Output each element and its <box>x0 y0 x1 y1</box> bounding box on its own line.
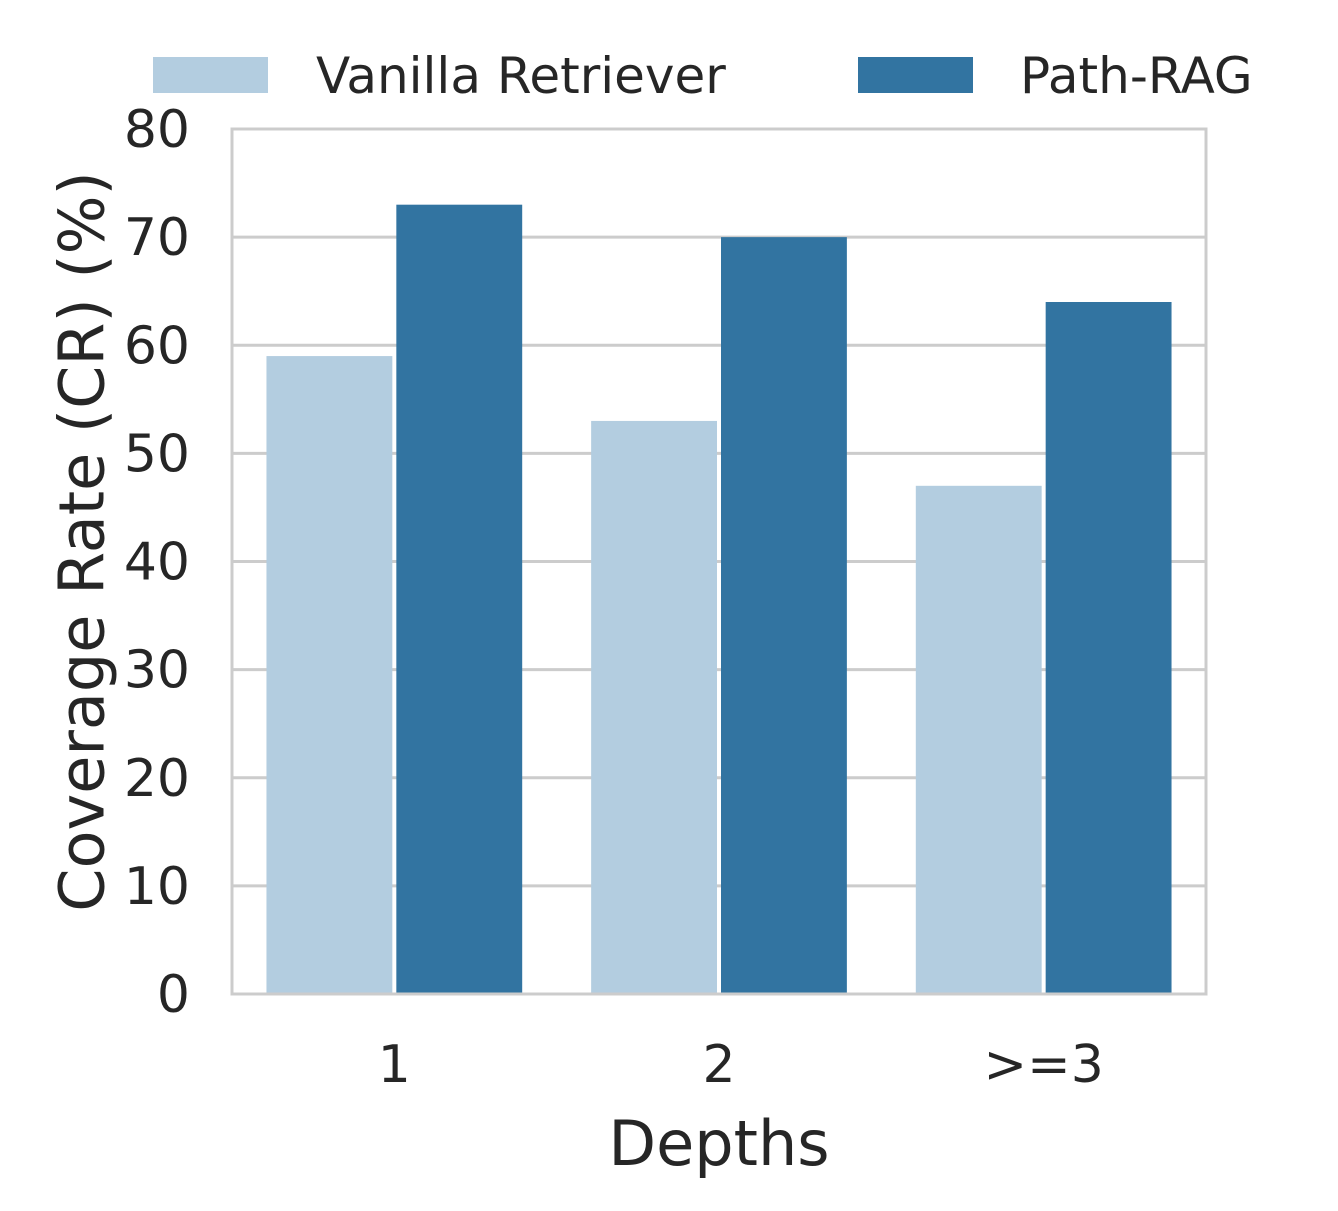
y-tick-label: 20 <box>124 749 190 809</box>
legend-swatch-path-rag <box>858 57 973 93</box>
legend-label-path-rag: Path-RAG <box>1020 47 1253 105</box>
legend: Vanilla Retriever Path-RAG <box>153 47 1253 105</box>
bar-path-rag-3 <box>1045 302 1172 994</box>
y-tick-labels: 0 10 20 30 40 50 60 70 80 <box>124 100 190 1025</box>
x-tick-label: >=3 <box>984 1035 1104 1095</box>
y-tick-label: 40 <box>124 533 190 593</box>
x-tick-label: 1 <box>378 1035 411 1095</box>
y-tick-label: 70 <box>124 208 190 268</box>
y-tick-label: 0 <box>157 965 190 1025</box>
y-tick-label: 30 <box>124 641 190 701</box>
legend-swatch-vanilla-retriever <box>153 57 268 93</box>
y-tick-label: 10 <box>124 857 190 917</box>
bars <box>266 204 1172 994</box>
plot-frame <box>230 127 1208 996</box>
bar-path-rag-1 <box>396 204 523 994</box>
y-tick-label: 50 <box>124 424 190 484</box>
x-axis-label: Depths <box>608 1107 829 1180</box>
bar-vanilla-retriever-2 <box>591 420 717 994</box>
y-axis-label: Coverage Rate (CR) (%) <box>46 171 119 911</box>
bar-path-rag-2 <box>721 237 847 994</box>
legend-label-vanilla-retriever: Vanilla Retriever <box>316 47 726 105</box>
y-tick-label: 60 <box>124 316 190 376</box>
gridlines <box>232 235 1206 888</box>
bar-vanilla-retriever-3 <box>915 485 1042 994</box>
x-tick-labels: 1 2 >=3 <box>378 1035 1104 1095</box>
bar-vanilla-retriever-1 <box>266 356 393 994</box>
y-tick-label: 80 <box>124 100 190 160</box>
x-tick-label: 2 <box>702 1035 735 1095</box>
